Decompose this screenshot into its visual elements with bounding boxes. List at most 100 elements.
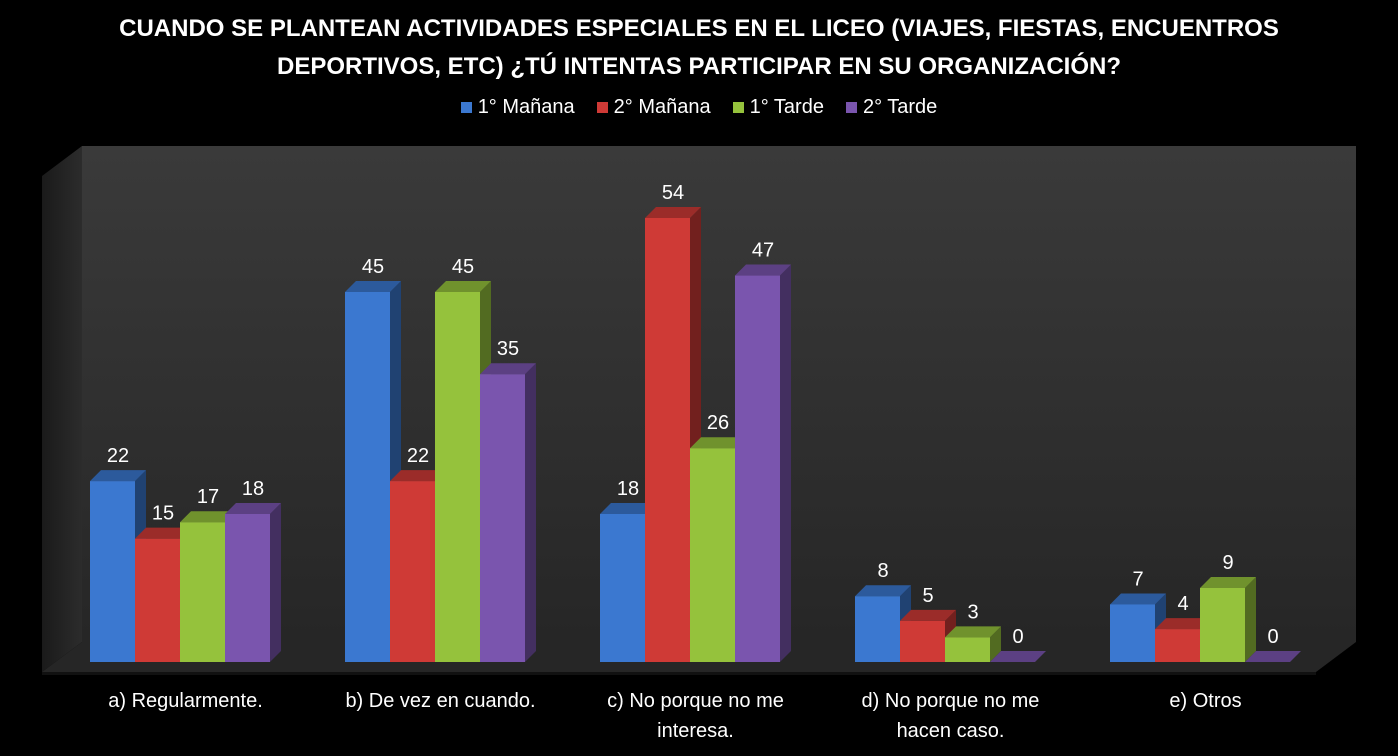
legend-item-1-manana: 1° Mañana (460, 96, 575, 119)
bar-side-face (270, 503, 281, 662)
data-label-4-5: 0 (1267, 626, 1278, 648)
data-label-1-5: 7 (1132, 568, 1143, 590)
legend-item-2-tarde: 2° Tarde (845, 96, 938, 119)
data-label-3-3: 26 (707, 412, 729, 434)
bar-front-face (345, 292, 390, 662)
bar-front-face (855, 596, 900, 662)
bar-top-face (180, 511, 236, 523)
data-label-2-5: 4 (1177, 593, 1188, 615)
bar-top-face (90, 470, 146, 482)
legend-label-2-tarde: 2° Tarde (862, 96, 938, 118)
data-label-2-1: 15 (152, 503, 174, 525)
category-label-line: c) No porque no me (607, 690, 784, 712)
bar-front-face (1200, 588, 1245, 662)
category-label-2: b) De vez en cuando. (326, 686, 556, 716)
bar-top-face (435, 281, 491, 292)
bar-top-face (990, 651, 1046, 662)
chart-floor-edge (42, 672, 1316, 675)
bar-side-face (990, 626, 1001, 662)
bar-front-face (90, 481, 135, 662)
bar-top-face (225, 503, 281, 514)
category-label-5: e) Otros (1091, 686, 1321, 716)
legend-swatch-1-tarde (732, 102, 744, 113)
bar-front-face (645, 218, 690, 662)
category-label-3: c) No porque no me interesa. (581, 686, 811, 746)
category-label-line: interesa. (657, 720, 734, 742)
category-label-line: hacen caso. (896, 720, 1005, 742)
data-label-3-2: 45 (452, 256, 474, 278)
legend-swatch-2-manana (596, 102, 608, 113)
bar-front-face (135, 538, 180, 662)
bar-top-face (690, 437, 746, 449)
bar-front-face (225, 514, 270, 662)
data-label-4-3: 47 (752, 240, 774, 262)
bar-top-face (855, 585, 911, 597)
category-label-1: a) Regularmente. (71, 686, 301, 716)
bar-front-face (945, 637, 990, 662)
chart-title-line-2: DEPORTIVOS, ETC) ¿TÚ INTENTAS PARTICIPAR… (276, 53, 1121, 80)
bar-side-face (1245, 577, 1256, 662)
data-label-3-1: 17 (197, 486, 219, 508)
category-label-line: a) Regularmente. (108, 690, 263, 712)
data-label-1-1: 22 (107, 445, 129, 467)
bar-front-face (1110, 604, 1155, 662)
bar-4-1 (225, 503, 281, 662)
bar-4-3 (735, 264, 791, 662)
bar-front-face (600, 514, 645, 662)
bar-top-face (1110, 593, 1166, 605)
bar-top-face (735, 264, 791, 276)
data-label-1-3: 18 (617, 478, 639, 500)
bar-3-5 (1200, 577, 1256, 662)
data-label-2-3: 54 (662, 182, 684, 204)
bar-4-4 (990, 651, 1046, 662)
chart-title: CUANDO SE PLANTEAN ACTIVIDADES ESPECIALE… (0, 10, 1398, 86)
chart-side-wall (42, 146, 82, 672)
bar-top-face (945, 626, 1001, 638)
bar-front-face (690, 448, 735, 662)
category-label-line: e) Otros (1169, 690, 1242, 712)
data-label-3-4: 3 (967, 601, 978, 623)
data-label-4-2: 35 (497, 338, 519, 360)
bar-1-2 (345, 281, 401, 662)
bar-front-face (435, 292, 480, 662)
data-label-1-4: 8 (877, 560, 888, 582)
data-label-2-4: 5 (922, 585, 933, 607)
data-label-2-2: 22 (407, 445, 429, 467)
bar-top-face (480, 363, 536, 375)
data-label-4-4: 0 (1012, 626, 1023, 648)
bar-top-face (900, 609, 956, 621)
bar-4-5 (1245, 651, 1301, 662)
bar-top-face (1200, 577, 1256, 588)
bar-3-4 (945, 626, 1001, 662)
category-label-line: b) De vez en cuando. (345, 690, 536, 712)
data-label-3-5: 9 (1222, 552, 1233, 574)
legend-label-2-manana: 2° Mañana (613, 96, 711, 118)
bar-top-face (135, 527, 191, 539)
legend-label-1-manana: 1° Mañana (477, 96, 575, 118)
chart-bars (90, 207, 1301, 662)
bar-front-face (900, 620, 945, 662)
legend-swatch-2-tarde (845, 102, 857, 113)
bar-top-face (1155, 618, 1211, 630)
bar-top-face (345, 281, 401, 292)
bar-front-face (390, 481, 435, 662)
category-label-line: d) No porque no me (861, 690, 1040, 712)
data-label-4-1: 18 (242, 478, 264, 500)
chart-title-line-1: CUANDO SE PLANTEAN ACTIVIDADES ESPECIALE… (119, 15, 1279, 42)
bar-side-face (525, 363, 536, 662)
legend-swatch-1-manana (460, 102, 472, 113)
category-label-4: d) No porque no me hacen caso. (836, 686, 1066, 746)
bar-front-face (180, 522, 225, 662)
bar-top-face (645, 207, 701, 218)
legend-item-1-tarde: 1° Tarde (732, 96, 824, 119)
bar-front-face (1155, 629, 1200, 662)
bar-side-face (780, 264, 791, 662)
bar-top-face (600, 503, 656, 514)
data-label-1-2: 45 (362, 256, 384, 278)
legend-label-1-tarde: 1° Tarde (749, 96, 824, 118)
bar-4-2 (480, 363, 536, 662)
bar-top-face (1245, 651, 1301, 662)
bar-top-face (390, 470, 446, 482)
